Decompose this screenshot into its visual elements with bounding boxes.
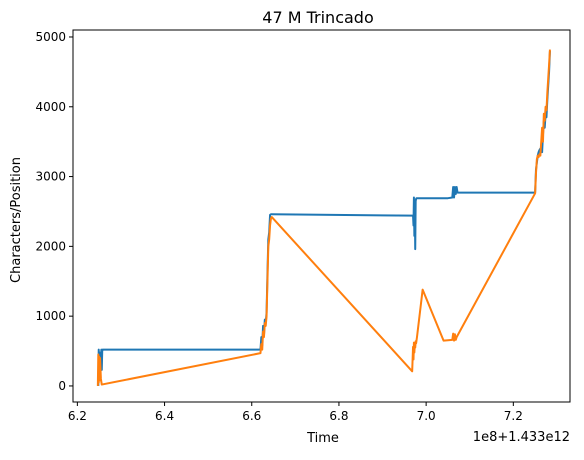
- y-tick-label: 3000: [35, 170, 66, 184]
- x-tick-label: 6.8: [329, 409, 348, 423]
- series-layer: [96, 49, 551, 386]
- x-tick-label: 6.6: [242, 409, 261, 423]
- y-tick-label: 5000: [35, 30, 66, 44]
- series-line-2: [96, 49, 551, 386]
- x-tick-label: 6.4: [155, 409, 174, 423]
- y-tick-label: 1000: [35, 309, 66, 323]
- y-tick-label: 2000: [35, 239, 66, 253]
- series-line-1: [97, 50, 551, 386]
- x-axis-label: Time: [306, 431, 339, 446]
- y-tick-label: 0: [58, 379, 66, 393]
- axes-layer: 6.2 6.4 6.6 6.8 7.0 7.2 0 1000 2000 3000 4000 5000: [35, 29, 571, 423]
- x-offset-label: 1e8+1.433e12: [473, 430, 570, 445]
- y-axis-label: Characters/Position: [9, 157, 24, 283]
- x-tick-label: 7.0: [417, 409, 436, 423]
- plot-frame: [72, 29, 571, 403]
- chart-title: 47 M Trincado: [262, 8, 373, 27]
- x-tick-label: 6.2: [68, 409, 87, 423]
- y-tick-label: 4000: [35, 100, 66, 114]
- x-tick-label: 7.2: [504, 409, 523, 423]
